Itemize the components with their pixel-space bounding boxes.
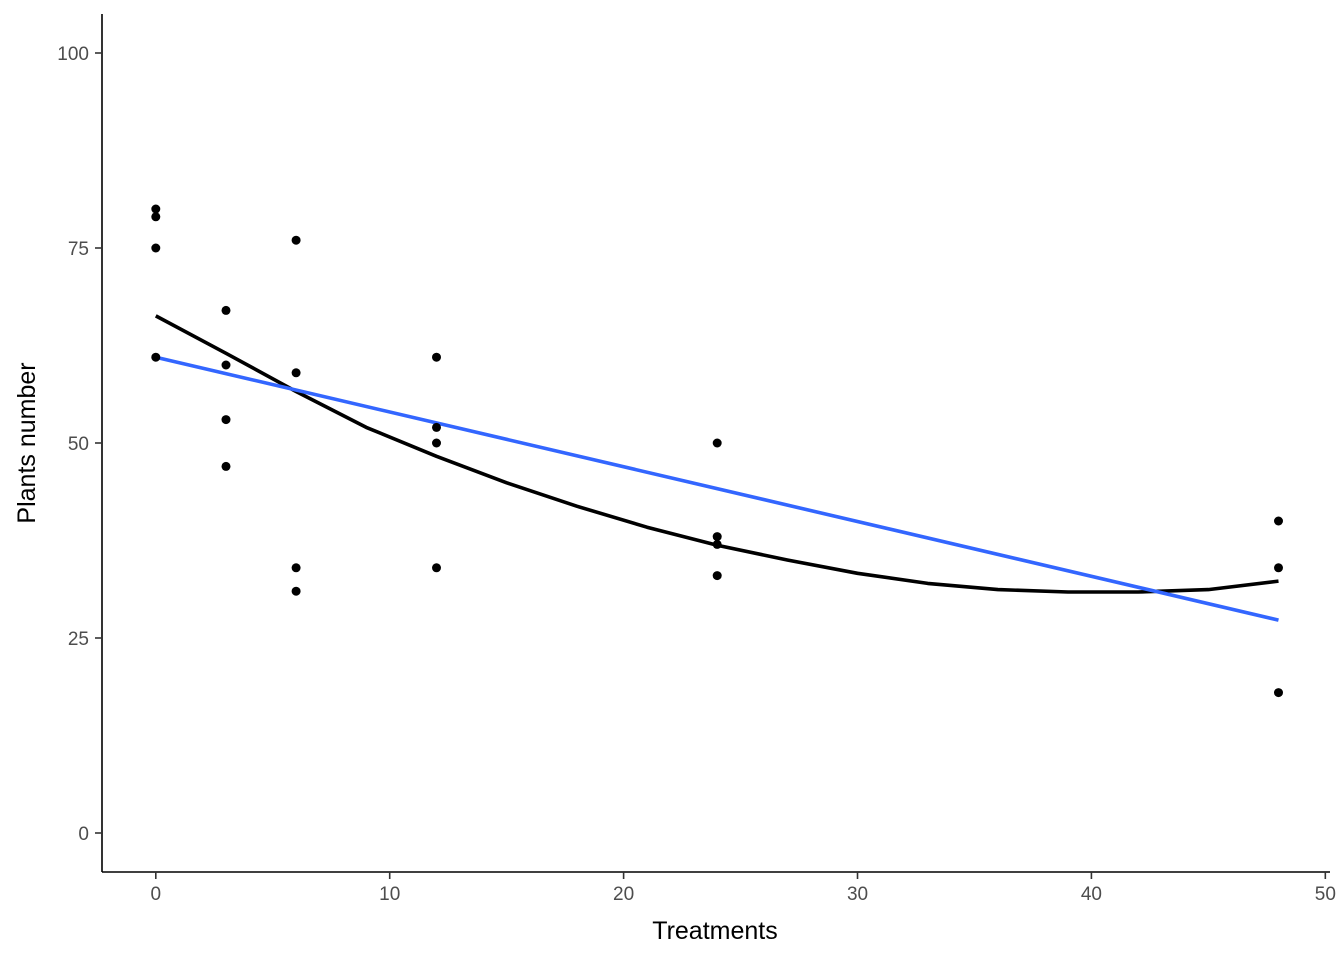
- x-tick-label: 50: [1315, 884, 1336, 905]
- data-point: [712, 532, 722, 542]
- x-tick-label: 30: [847, 884, 868, 905]
- data-point: [221, 360, 231, 370]
- data-point: [712, 539, 722, 549]
- y-tick-label: 50: [68, 434, 89, 455]
- data-point: [291, 563, 301, 573]
- x-tick-label: 10: [379, 884, 400, 905]
- linear-fit-line: [155, 355, 1279, 622]
- x-axis-title: Treatments: [652, 917, 778, 945]
- x-tick-label: 40: [1081, 884, 1102, 905]
- data-point: [432, 422, 441, 432]
- y-tick-label: 0: [78, 824, 89, 845]
- data-point: [712, 571, 722, 581]
- data-point: [151, 243, 161, 253]
- data-point: [291, 586, 301, 596]
- quadratic-fit-line: [154, 314, 1279, 594]
- data-point: [1274, 563, 1283, 573]
- data-point: [221, 415, 231, 425]
- y-tick-label: 75: [68, 239, 89, 260]
- x-tick-label: 0: [151, 884, 162, 905]
- data-point: [151, 212, 161, 222]
- data-point: [151, 352, 161, 362]
- data-point: [432, 438, 441, 448]
- data-point: [432, 352, 441, 362]
- data-points: [151, 204, 1283, 698]
- data-point: [151, 204, 161, 214]
- y-axis-title: Plants number: [13, 362, 41, 523]
- data-point: [221, 305, 231, 315]
- y-tick-label: 100: [57, 44, 89, 65]
- data-point: [712, 438, 722, 448]
- ticks: 0 10 20 30 40 50 0 25 50 75 100: [57, 44, 1336, 905]
- data-point: [221, 461, 231, 471]
- data-point: [291, 235, 301, 245]
- data-point: [1274, 688, 1283, 698]
- data-point: [1274, 516, 1283, 526]
- x-tick-label: 20: [613, 884, 634, 905]
- data-point: [432, 563, 441, 573]
- data-point: [291, 368, 301, 378]
- y-tick-label: 25: [68, 629, 89, 650]
